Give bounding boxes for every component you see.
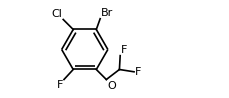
Text: Br: Br xyxy=(101,8,113,18)
Text: F: F xyxy=(120,45,127,55)
Text: O: O xyxy=(107,81,115,91)
Text: F: F xyxy=(134,67,141,77)
Text: F: F xyxy=(57,80,63,90)
Text: Cl: Cl xyxy=(51,9,62,19)
